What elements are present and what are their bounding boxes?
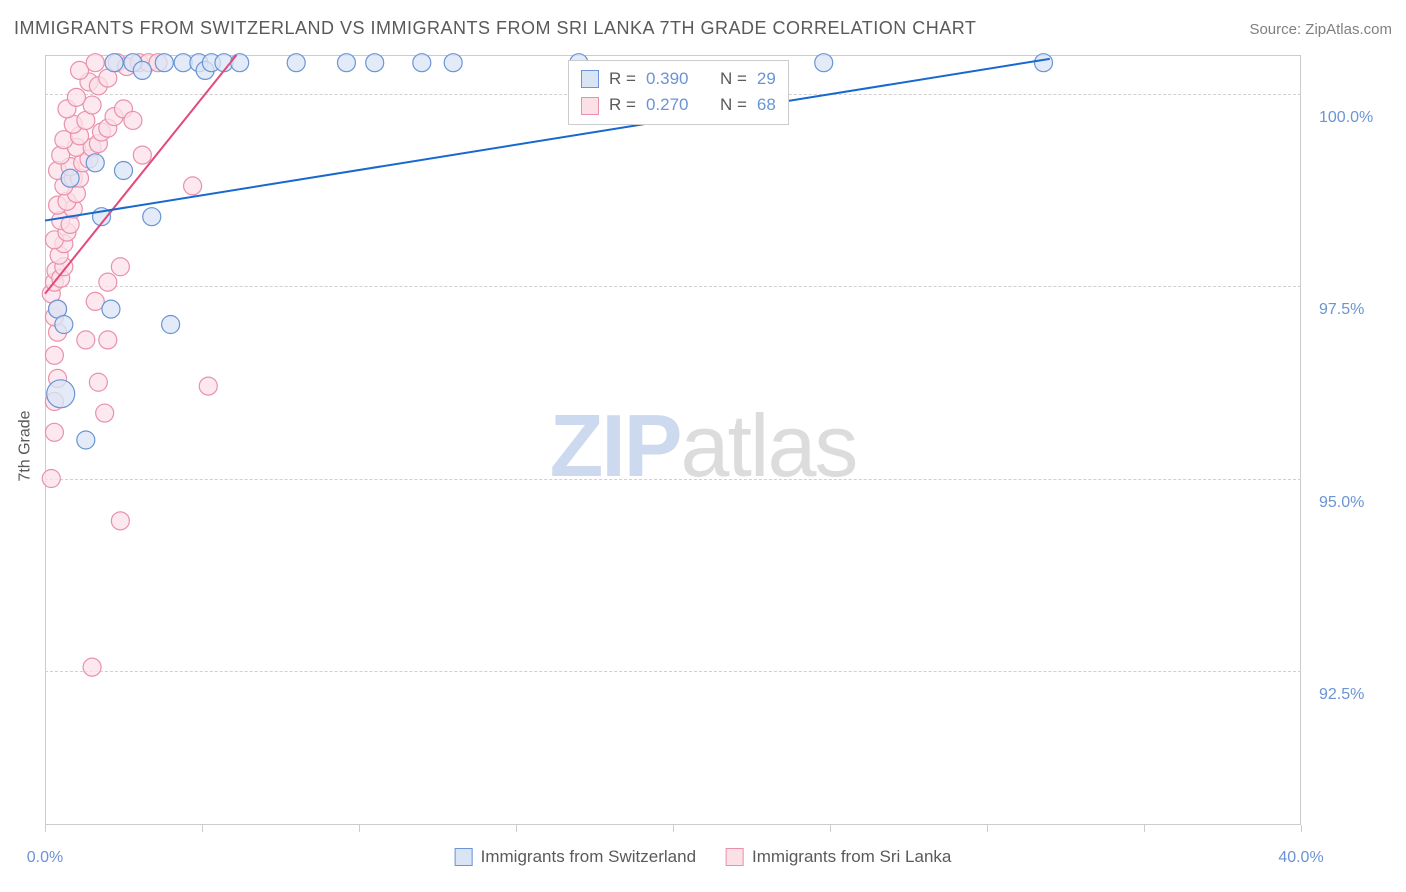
- scatter-point-srilanka: [45, 423, 63, 441]
- x-tick: [45, 825, 46, 832]
- scatter-point-srilanka: [124, 111, 142, 129]
- x-tick: [1144, 825, 1145, 832]
- scatter-point-switzerland: [115, 162, 133, 180]
- scatter-point-srilanka: [45, 346, 63, 364]
- x-tick: [202, 825, 203, 832]
- legend-swatch: [726, 848, 744, 866]
- legend-swatch: [455, 848, 473, 866]
- x-tick: [1301, 825, 1302, 832]
- scatter-point-switzerland: [77, 431, 95, 449]
- scatter-point-srilanka: [199, 377, 217, 395]
- stats-n-value: 68: [757, 92, 776, 118]
- scatter-point-switzerland: [86, 154, 104, 172]
- scatter-point-switzerland: [133, 61, 151, 79]
- correlation-stats-box: R = 0.390 N = 29 R = 0.270 N = 68: [568, 60, 789, 125]
- stats-n-label: N =: [720, 92, 747, 118]
- stats-r-label: R =: [609, 66, 636, 92]
- legend-label: Immigrants from Switzerland: [481, 847, 696, 867]
- y-tick-label: 100.0%: [1319, 109, 1399, 127]
- legend-item-srilanka: Immigrants from Sri Lanka: [726, 847, 951, 867]
- stats-row-srilanka: R = 0.270 N = 68: [581, 92, 776, 118]
- y-tick-label: 97.5%: [1319, 301, 1399, 319]
- scatter-point-srilanka: [111, 258, 129, 276]
- scatter-point-srilanka: [77, 331, 95, 349]
- scatter-point-srilanka: [133, 146, 151, 164]
- scatter-point-switzerland: [61, 169, 79, 187]
- scatter-point-srilanka: [89, 373, 107, 391]
- x-tick: [359, 825, 360, 832]
- scatter-point-srilanka: [67, 88, 85, 106]
- trend-line-switzerland: [45, 59, 1050, 221]
- scatter-point-switzerland: [55, 316, 73, 334]
- scatter-point-switzerland: [162, 316, 180, 334]
- scatter-point-srilanka: [55, 131, 73, 149]
- stats-n-label: N =: [720, 66, 747, 92]
- scatter-point-switzerland: [366, 54, 384, 72]
- scatter-point-srilanka: [83, 658, 101, 676]
- scatter-point-switzerland: [287, 54, 305, 72]
- stats-swatch: [581, 70, 599, 88]
- legend-label: Immigrants from Sri Lanka: [752, 847, 951, 867]
- scatter-point-switzerland: [231, 54, 249, 72]
- chart-svg: [45, 55, 1301, 825]
- title-bar: IMMIGRANTS FROM SWITZERLAND VS IMMIGRANT…: [14, 18, 1392, 39]
- y-tick-label: 95.0%: [1319, 494, 1399, 512]
- scatter-point-switzerland: [1035, 54, 1053, 72]
- scatter-point-switzerland: [105, 54, 123, 72]
- scatter-point-srilanka: [86, 54, 104, 72]
- stats-r-value: 0.390: [646, 66, 700, 92]
- x-tick-label: 40.0%: [1278, 849, 1323, 867]
- scatter-point-srilanka: [99, 273, 117, 291]
- scatter-point-switzerland: [413, 54, 431, 72]
- chart-title: IMMIGRANTS FROM SWITZERLAND VS IMMIGRANT…: [14, 18, 976, 39]
- scatter-point-switzerland: [155, 54, 173, 72]
- stats-swatch: [581, 97, 599, 115]
- scatter-point-srilanka: [96, 404, 114, 422]
- y-tick-label: 92.5%: [1319, 686, 1399, 704]
- x-tick: [987, 825, 988, 832]
- stats-n-value: 29: [757, 66, 776, 92]
- legend-bottom: Immigrants from Switzerland Immigrants fr…: [455, 847, 952, 867]
- x-tick: [516, 825, 517, 832]
- scatter-point-switzerland: [815, 54, 833, 72]
- stats-row-switzerland: R = 0.390 N = 29: [581, 66, 776, 92]
- stats-r-value: 0.270: [646, 92, 700, 118]
- scatter-point-switzerland: [143, 208, 161, 226]
- scatter-point-srilanka: [99, 331, 117, 349]
- x-tick: [673, 825, 674, 832]
- legend-item-switzerland: Immigrants from Switzerland: [455, 847, 696, 867]
- x-tick: [830, 825, 831, 832]
- scatter-point-switzerland: [47, 380, 75, 408]
- scatter-point-switzerland: [102, 300, 120, 318]
- source-label: Source: ZipAtlas.com: [1249, 21, 1392, 38]
- scatter-point-srilanka: [111, 512, 129, 530]
- scatter-point-switzerland: [444, 54, 462, 72]
- scatter-point-srilanka: [42, 470, 60, 488]
- stats-r-label: R =: [609, 92, 636, 118]
- scatter-point-switzerland: [337, 54, 355, 72]
- x-tick-label: 0.0%: [27, 849, 63, 867]
- scatter-point-srilanka: [184, 177, 202, 195]
- y-axis-label: 7th Grade: [17, 410, 35, 481]
